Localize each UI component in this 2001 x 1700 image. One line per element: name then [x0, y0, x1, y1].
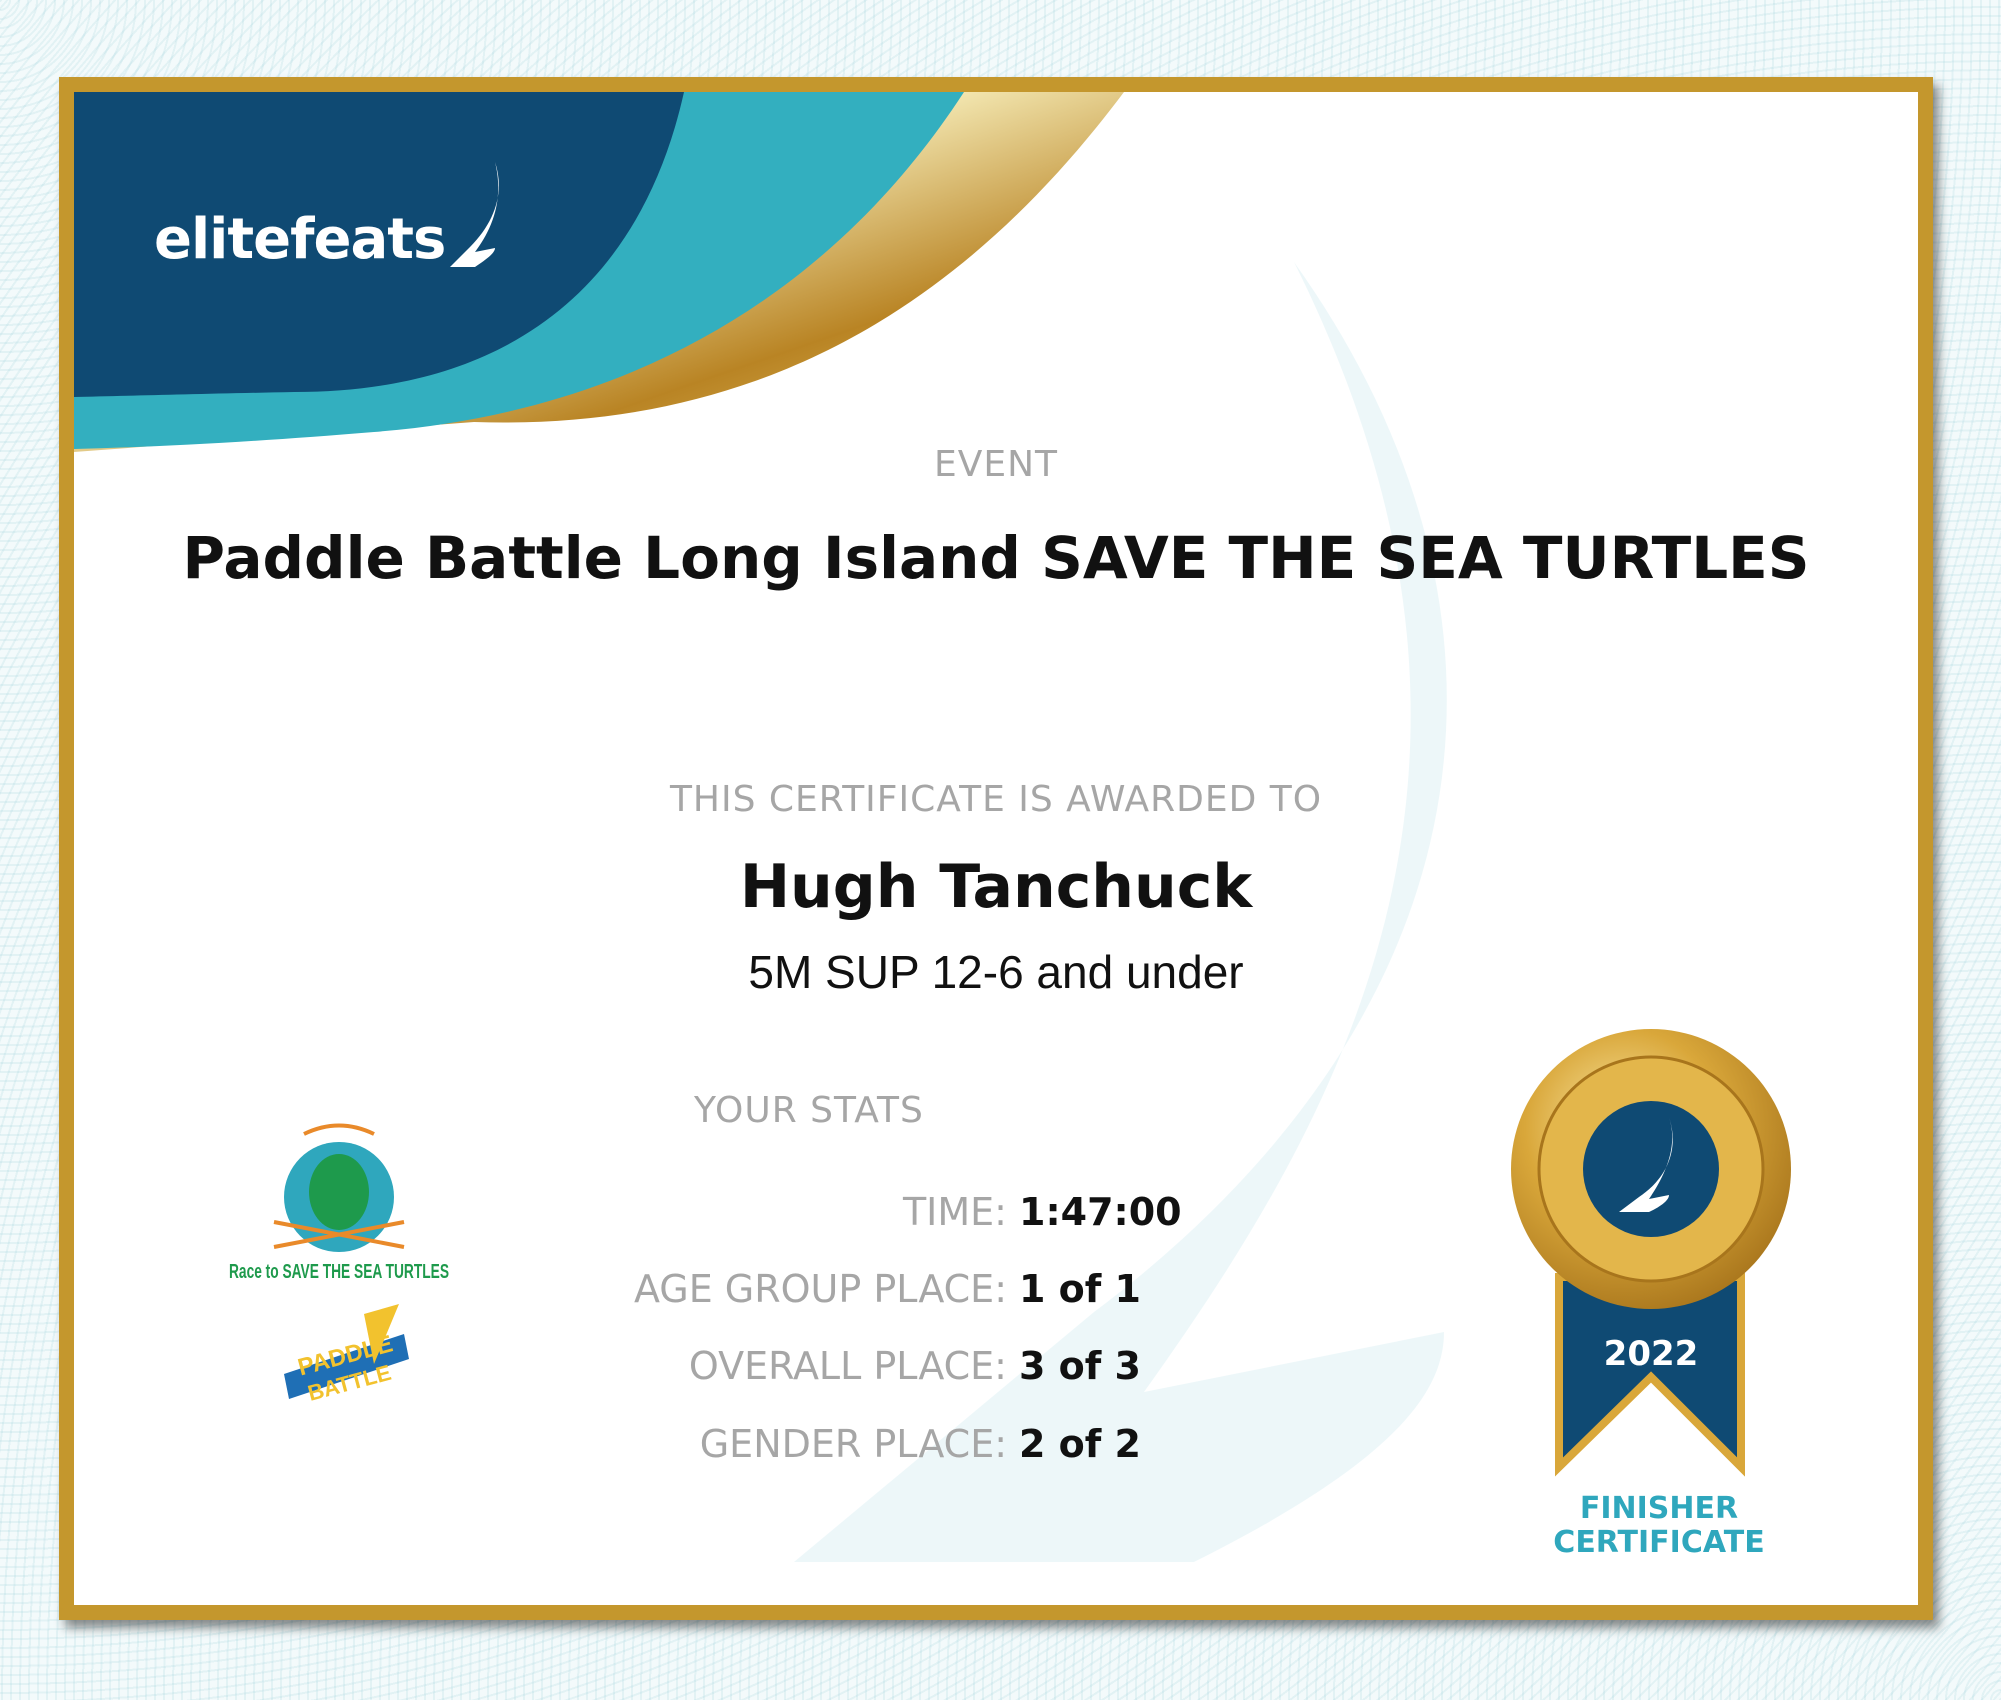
recipient-name: Hugh Tanchuck — [739, 852, 1253, 922]
stat-row-gender: GENDER PLACE: 2 of 2 — [699, 1422, 1141, 1466]
stats-label: YOUR STATS — [694, 1090, 924, 1131]
awarded-to-label: THIS CERTIFICATE IS AWARDED TO — [669, 779, 1323, 820]
event-label: EVENT — [933, 444, 1059, 485]
stat-row-overall: OVERALL PLACE: 3 of 3 — [688, 1344, 1141, 1388]
finisher-medal-icon: 2022 — [1511, 1029, 1791, 1477]
certificate: elitefeats EVENT Paddle Battle Long Isla… — [59, 77, 1933, 1620]
race-category: 5M SUP 12-6 and under — [748, 946, 1244, 998]
turtle-logo-text: Race to SAVE THE SEA TURTLES — [229, 1261, 449, 1283]
header-swoosh — [74, 92, 1124, 452]
stat-row-age-group: AGE GROUP PLACE: 1 of 1 — [633, 1267, 1141, 1311]
save-the-sea-turtles-logo: Race to SAVE THE SEA TURTLES — [229, 1123, 449, 1283]
elitefeats-logo: elitefeats — [154, 162, 505, 272]
paddle-battle-logo: PADDLE BATTLE — [284, 1304, 409, 1406]
event-name: Paddle Battle Long Island SAVE THE SEA T… — [182, 524, 1810, 592]
medal-year: 2022 — [1604, 1334, 1699, 1374]
winged-foot-icon — [450, 162, 500, 267]
winged-foot-watermark-icon — [794, 262, 1447, 1562]
stat-row-time: TIME: 1:47:00 — [902, 1190, 1182, 1234]
finisher-certificate-label: FINISHER CERTIFICATE — [1553, 1491, 1765, 1560]
